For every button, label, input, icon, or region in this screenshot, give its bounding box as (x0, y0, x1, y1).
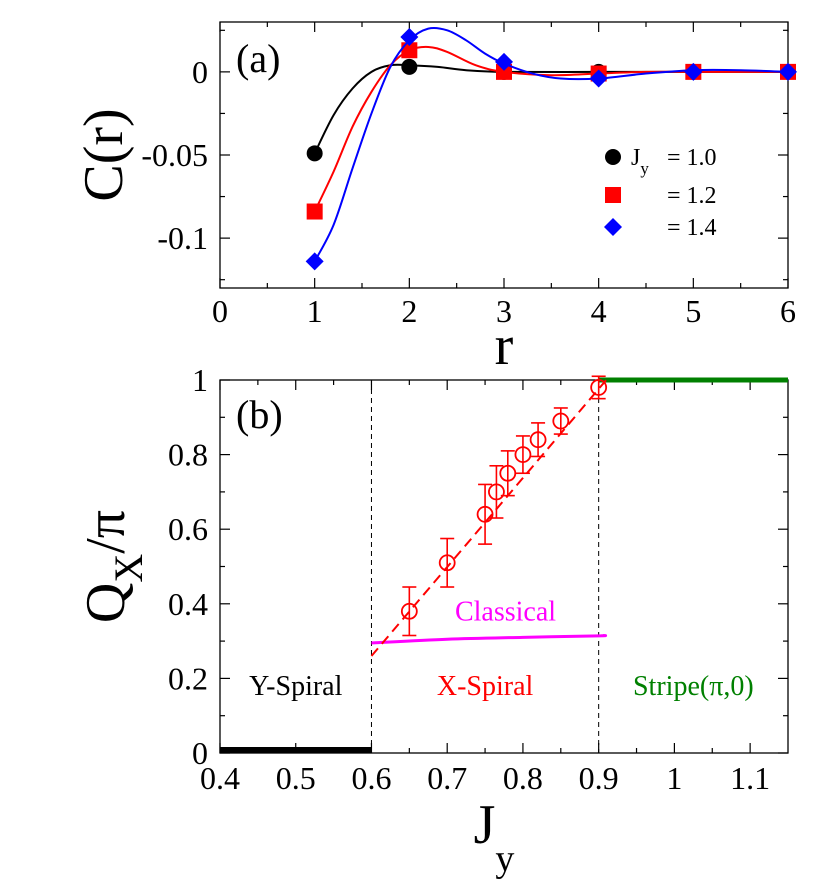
x-tick-label: 2 (401, 293, 417, 329)
data-point-blue (779, 62, 797, 81)
region-label: X-Spiral (437, 671, 534, 702)
y-tick-label: 0 (192, 735, 208, 771)
data-point (400, 602, 418, 620)
y-tick-label: 1 (192, 362, 208, 398)
x-tick-label: 1 (307, 293, 323, 329)
x-tick-label: 0.4 (200, 760, 240, 796)
data-point-blue (589, 69, 608, 88)
panel-b: 0.4 0.5 0.6 0.7 0.8 0.9 1 1.1 0 0.2 0.4 0.6 0.8 1 Jy QX… (75, 362, 789, 880)
data-point (552, 412, 570, 430)
x-tick-label: 0.8 (503, 760, 543, 796)
data-point-blue (305, 252, 324, 271)
legend-label: = 1.4 (667, 215, 717, 241)
y-tick-label: 0.2 (168, 660, 208, 696)
legend-label: = 1.2 (667, 183, 717, 209)
x-axis-label: r (495, 315, 514, 377)
panel-label-b: (b) (236, 392, 283, 437)
series-curve-blue (313, 26, 789, 262)
classical-label: Classical (455, 597, 556, 628)
data-point-blue (684, 62, 703, 81)
x-tick-label: 1.1 (730, 760, 770, 796)
x-tick-label: 5 (685, 293, 701, 329)
data-point-red (401, 42, 418, 59)
x-tick-label: 4 (591, 293, 607, 329)
data-point (529, 431, 547, 449)
data-point (476, 505, 494, 523)
data-point-blue (400, 27, 419, 46)
x-tick-label: 0.6 (351, 760, 391, 796)
data-point-blue (495, 52, 513, 71)
x-axis-label: Jy (474, 794, 515, 880)
data-point-red (496, 63, 512, 80)
fit-line (370, 379, 608, 657)
y-tick-label: 0.6 (168, 511, 208, 547)
data-point-red (306, 203, 323, 220)
y-tick-label: 0 (192, 54, 208, 90)
legend-marker-red (605, 187, 621, 203)
y-tick-label: 0.4 (168, 586, 208, 622)
legend-title: Jy (631, 145, 649, 178)
legend-marker-black (605, 149, 621, 165)
region-label: Y-Spiral (249, 671, 343, 702)
x-tick-label: 1 (666, 760, 682, 796)
y-tick-label: -0.05 (141, 137, 208, 173)
x-tick-label: 0.7 (427, 760, 467, 796)
data-point-black (401, 58, 418, 75)
data-point (499, 464, 517, 482)
data-point-black (306, 145, 323, 162)
y-axis-label: QX/π (75, 510, 151, 623)
data-point (438, 554, 456, 572)
region-label: Stripe(π,0) (633, 671, 754, 702)
data-point (514, 446, 532, 464)
series-curve-red (313, 45, 788, 212)
y-axis-label: C(r) (73, 108, 135, 201)
legend-label: = 1.0 (667, 145, 717, 171)
y-tick-label: -0.1 (157, 220, 208, 256)
panel-label-a: (a) (236, 36, 280, 81)
data-point (488, 483, 505, 501)
y-tick-label: 0.8 (168, 437, 208, 473)
x-tick-label: 0.5 (276, 760, 316, 796)
panel-a: 0 1 2 3 4 5 6 0 -0.05 -0.1 r C(r) (a) Jy = 1.0 = 1.2 = 1… (73, 21, 797, 377)
classical-curve (371, 634, 608, 645)
x-tick-label: 0.9 (579, 760, 619, 796)
legend-marker-blue (604, 218, 622, 236)
x-tick-label: 3 (496, 293, 512, 329)
x-tick-label: 6 (780, 293, 796, 329)
x-tick-label: 0 (212, 293, 228, 329)
legend: Jy = 1.0 = 1.2 = 1.4 (604, 145, 717, 241)
data-point (590, 379, 608, 396)
